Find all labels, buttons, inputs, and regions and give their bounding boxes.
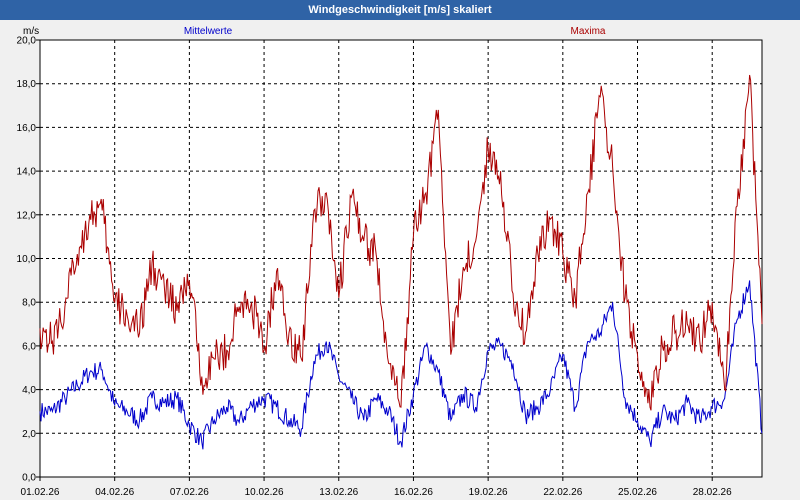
x-tick-label: 22.02.26	[543, 487, 582, 498]
y-axis: 0,0 2,0 4,0 6,0 8,0 10,0 12,0 14,0 16,0 18,0 20,0	[17, 36, 40, 484]
y-tick-label: 0,0	[22, 473, 36, 484]
x-tick-label: 25.02.26	[618, 487, 657, 498]
y-tick-label: 6,0	[22, 341, 36, 352]
wind-speed-chart: 0,02,04,06,08,010,012,014,016,018,020,0 …	[17, 26, 763, 498]
x-tick-label: 10.02.26	[245, 487, 284, 498]
x-tick-label: 04.02.26	[95, 487, 134, 498]
y-tick-label: 10,0	[17, 254, 37, 265]
y-tick-label: 14,0	[17, 167, 37, 178]
y-tick-label: 12,0	[17, 210, 37, 221]
series-lines	[39, 74, 763, 450]
y-tick-label: 2,0	[22, 429, 36, 440]
legend-mittelwerte: Mittelwerte	[184, 26, 233, 37]
y-tick-label: 4,0	[22, 385, 36, 396]
x-tick-label: 07.02.26	[170, 487, 209, 498]
window-title: Windgeschwindigkeit [m/s] skaliert	[0, 0, 800, 20]
y-tick-label: 20,0	[17, 36, 37, 47]
y-tick-label: 18,0	[17, 79, 37, 90]
x-tick-label: 01.02.26	[21, 487, 60, 498]
series-line-mittelwerte	[39, 280, 763, 450]
y-axis-label: m/s	[23, 26, 39, 37]
x-tick-label: 28.02.26	[693, 487, 732, 498]
x-tick-label: 19.02.26	[469, 487, 508, 498]
x-axis: 01.02.26 04.02.26 07.02.26 10.02.26 13.02.26…	[21, 477, 732, 498]
series-line-maxima	[39, 74, 763, 411]
y-tick-label: 16,0	[17, 123, 37, 134]
chart-area: 0,0 2,0 4,0 6,0 8,0 10,0 12,0 14,0 16,0 18,0 20,0 …	[0, 20, 800, 500]
y-tick-label: 8,0	[22, 298, 36, 309]
x-tick-label: 13.02.26	[319, 487, 358, 498]
legend-maxima: Maxima	[570, 26, 605, 37]
x-tick-label: 16.02.26	[394, 487, 433, 498]
